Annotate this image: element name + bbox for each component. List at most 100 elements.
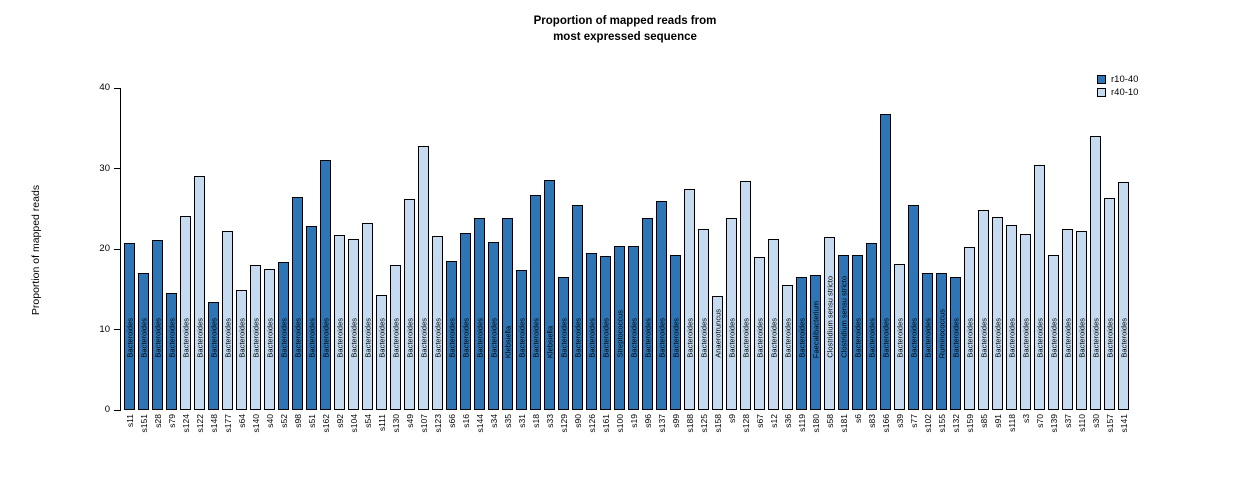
bar-slot: Klebsiella s33 bbox=[543, 88, 557, 428]
bar-slot: Bacteroides s39 bbox=[893, 88, 907, 428]
legend-item: r40-10 bbox=[1097, 87, 1138, 98]
x-tick-label: s99 bbox=[670, 414, 681, 428]
bar-slot: Bacteroides s12 bbox=[767, 88, 781, 428]
bar-slot: Clostridium sensu stricto s58 bbox=[823, 88, 837, 428]
bar-s162 bbox=[320, 160, 331, 410]
x-tick-label: s83 bbox=[866, 414, 877, 428]
bar-slot: Bacteroides s161 bbox=[599, 88, 613, 432]
bar-slot: Bacteroides s30 bbox=[1089, 88, 1103, 428]
x-tick-label: s6 bbox=[852, 414, 863, 423]
x-tick-label: s92 bbox=[334, 414, 345, 428]
x-tick-label: s118 bbox=[1006, 414, 1017, 432]
bar-s125 bbox=[698, 228, 709, 410]
x-tick-label: s124 bbox=[180, 414, 191, 433]
x-tick-label: s96 bbox=[642, 414, 653, 428]
bar-s102 bbox=[922, 273, 933, 410]
x-tick-label: s132 bbox=[950, 414, 961, 433]
bar-s139 bbox=[1048, 255, 1059, 410]
x-tick-label: s85 bbox=[978, 414, 989, 428]
x-tick-label: s110 bbox=[1076, 414, 1087, 432]
y-tick-mark bbox=[114, 248, 121, 250]
x-tick-label: s58 bbox=[824, 414, 835, 428]
bar-s39 bbox=[894, 263, 905, 410]
bar-slot: Bacteroides s11 bbox=[123, 88, 137, 427]
bar-slot: Bacteroides s70 bbox=[1033, 88, 1047, 428]
y-tick-label: 10 bbox=[99, 323, 110, 335]
bar-s37 bbox=[1062, 228, 1073, 410]
bar-slot: Bacteroides s66 bbox=[445, 88, 459, 428]
bar-s31 bbox=[516, 269, 527, 410]
x-tick-label: s34 bbox=[488, 414, 499, 428]
legend: r10-40 r40-10 bbox=[1097, 74, 1138, 100]
bar-slot: Streptococcus s100 bbox=[613, 88, 627, 432]
bar-slot: Bacteroides s19 bbox=[627, 88, 641, 428]
x-tick-label: s3 bbox=[1020, 414, 1031, 423]
bar-slot: Bacteroides s36 bbox=[781, 88, 795, 428]
x-tick-label: s140 bbox=[250, 414, 261, 433]
bar-s99 bbox=[670, 254, 681, 410]
bar-slot: Bacteroides s90 bbox=[571, 88, 585, 428]
bar-slot: Bacteroides s125 bbox=[697, 88, 711, 432]
bar-slot: Bacteroides s129 bbox=[557, 88, 571, 432]
plot-area: Bacteroides s11 Bacteroides s151 Bacteroides… bbox=[99, 83, 1131, 432]
chart-title-line-2: most expressed sequence bbox=[553, 30, 697, 43]
bar-s19 bbox=[628, 245, 639, 410]
bar-s126 bbox=[586, 253, 597, 410]
bar-slot: Clostridium sensu stricto s181 bbox=[837, 88, 851, 432]
bar-slot: Bacteroides s77 bbox=[907, 88, 921, 428]
bar-slot: Bacteroides s128 bbox=[739, 88, 753, 432]
bar-s130 bbox=[390, 265, 401, 410]
bar-s79 bbox=[166, 292, 177, 410]
x-tick-label: s52 bbox=[278, 414, 289, 428]
bar-s158 bbox=[712, 295, 723, 410]
y-tick-mark bbox=[114, 168, 121, 169]
bar-slot: Bacteroides s34 bbox=[487, 88, 501, 428]
bar-slot: Bacteroides s6 bbox=[851, 88, 865, 423]
bar-s33 bbox=[544, 179, 555, 410]
bar-s140 bbox=[250, 265, 261, 410]
x-tick-label: s130 bbox=[390, 414, 401, 433]
x-tick-label: s119 bbox=[796, 414, 807, 432]
bar-s104 bbox=[348, 239, 359, 410]
bar-s40 bbox=[264, 269, 275, 410]
bar-slot: Bacteroides s177 bbox=[221, 88, 235, 432]
bar-s64 bbox=[236, 290, 247, 410]
bar-s28 bbox=[152, 240, 163, 410]
bar-s92 bbox=[334, 235, 345, 410]
x-tick-label: s77 bbox=[908, 414, 919, 428]
x-tick-label: s9 bbox=[726, 414, 737, 423]
bar-s132 bbox=[950, 277, 961, 410]
bar-s18 bbox=[530, 195, 541, 410]
bar-s51 bbox=[306, 225, 317, 410]
bar-slot: Bacteroides s140 bbox=[249, 88, 263, 432]
bar-slot: Ruminococcus s155 bbox=[935, 88, 949, 432]
x-tick-label: s180 bbox=[810, 414, 821, 433]
y-tick-label: 20 bbox=[99, 243, 110, 254]
x-tick-label: s161 bbox=[600, 414, 611, 433]
x-tick-label: s31 bbox=[516, 414, 527, 428]
bar-slot: Bacteroides s51 bbox=[305, 88, 319, 428]
x-tick-label: s39 bbox=[894, 414, 905, 428]
x-tick-label: s70 bbox=[1034, 414, 1045, 428]
x-tick-label: s30 bbox=[1090, 414, 1101, 428]
x-tick-label: s181 bbox=[838, 414, 849, 433]
bar-s155 bbox=[936, 273, 947, 410]
bar-slot: Bacteroides s96 bbox=[641, 88, 655, 428]
bar-slot: Bacteroides s99 bbox=[669, 88, 683, 428]
bar-s36 bbox=[782, 285, 793, 410]
bar-s9 bbox=[726, 218, 737, 410]
x-tick-label: s64 bbox=[236, 414, 247, 428]
bar-s157 bbox=[1104, 198, 1115, 410]
y-tick-mark bbox=[114, 409, 121, 411]
bar-s34 bbox=[488, 241, 499, 410]
bar-s107 bbox=[418, 146, 429, 410]
bar-s159 bbox=[964, 246, 975, 410]
bar-s141 bbox=[1118, 182, 1129, 410]
x-tick-label: s67 bbox=[754, 414, 765, 428]
bar-s124 bbox=[180, 216, 191, 410]
x-tick-label: s54 bbox=[362, 414, 373, 428]
bar-s30 bbox=[1090, 136, 1101, 410]
bar-s11 bbox=[124, 243, 135, 410]
bar-slot: Faecalibacterium s180 bbox=[809, 88, 823, 432]
